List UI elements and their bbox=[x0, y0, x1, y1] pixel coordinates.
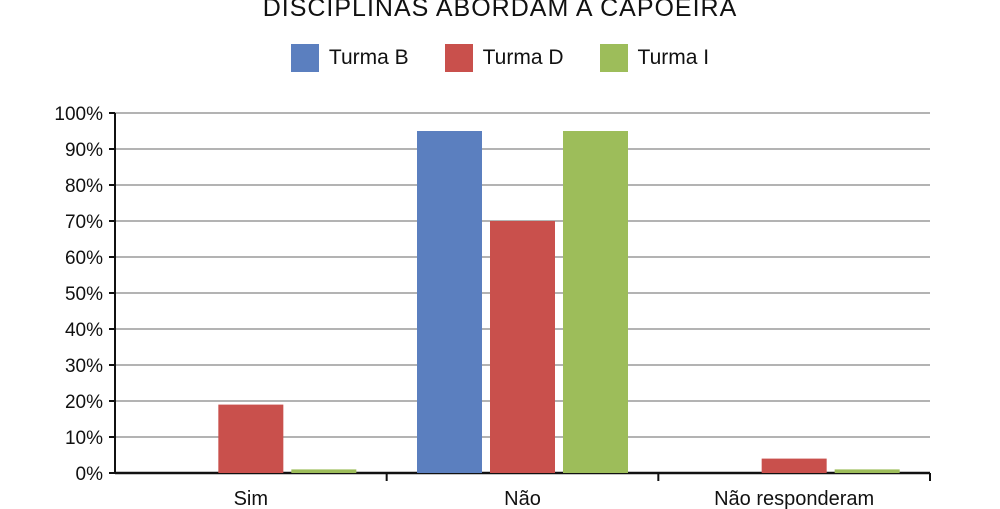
y-tick-label: 40% bbox=[65, 320, 103, 341]
legend-label-turma-i: Turma I bbox=[637, 46, 710, 69]
y-tick-label: 70% bbox=[65, 212, 103, 233]
y-tick-label: 30% bbox=[65, 356, 103, 377]
chart-title: DISCIPLINAS ABORDAM A CAPOEIRA bbox=[262, 0, 738, 22]
legend-item-turma-d: Turma D bbox=[444, 44, 564, 72]
bar-turma-b bbox=[417, 131, 482, 473]
bar-turma-i bbox=[291, 469, 357, 473]
y-tick-label: 90% bbox=[65, 140, 103, 161]
x-category-label: Sim bbox=[234, 488, 268, 509]
legend-swatch-turma-i bbox=[599, 44, 628, 72]
x-category-label: Não responderam bbox=[714, 488, 874, 509]
x-category-label: Não bbox=[504, 488, 541, 509]
y-tick-label: 50% bbox=[65, 284, 103, 305]
legend-item-turma-i: Turma I bbox=[599, 44, 710, 72]
legend-label-turma-b: Turma B bbox=[328, 46, 409, 69]
bar-turma-d bbox=[218, 404, 284, 473]
y-tick-label: 60% bbox=[65, 248, 103, 269]
y-tick-label: 20% bbox=[65, 392, 103, 413]
bar-turma-d bbox=[490, 221, 555, 473]
y-tick-label: 10% bbox=[65, 428, 103, 449]
legend-swatch-turma-b bbox=[290, 44, 319, 72]
y-tick-label: 80% bbox=[65, 176, 103, 197]
y-tick-label: 0% bbox=[76, 464, 104, 485]
y-tick-label: 100% bbox=[54, 104, 103, 125]
bar-turma-d bbox=[761, 458, 827, 473]
legend-swatch-turma-d bbox=[444, 44, 473, 72]
legend-label-turma-d: Turma D bbox=[482, 46, 564, 69]
bar-turma-i bbox=[563, 131, 628, 473]
legend-item-turma-b: Turma B bbox=[290, 44, 409, 72]
bar-turma-i bbox=[834, 469, 900, 473]
legend: Turma B Turma D Turma I bbox=[0, 44, 1000, 72]
